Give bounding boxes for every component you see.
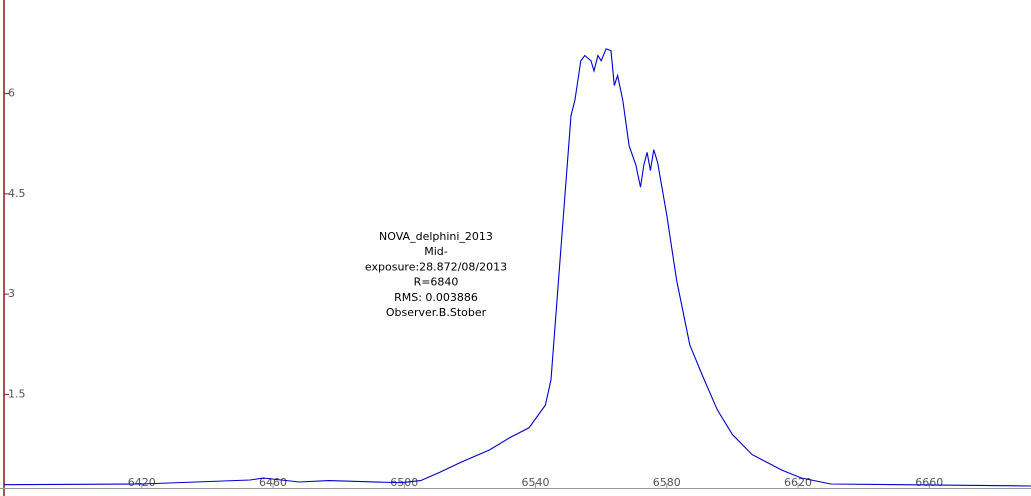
- annotation: Mid-: [424, 245, 448, 258]
- annotation: exposure:28.872/08/2013: [365, 260, 507, 273]
- x-tick-label: 6540: [522, 476, 550, 489]
- annotation: R=6840: [414, 276, 459, 289]
- annotation: NOVA_delphini_2013: [379, 230, 493, 243]
- y-tick-label: 4.5: [8, 187, 26, 200]
- y-tick-label: 3: [8, 287, 15, 300]
- spectrum-line: [3, 48, 1031, 487]
- x-tick-label: 6460: [259, 476, 287, 489]
- annotation: Observer.B.Stober: [386, 306, 487, 319]
- x-tick-label: 6660: [915, 476, 943, 489]
- y-tick-label: 6: [8, 87, 15, 100]
- x-tick-label: 6620: [784, 476, 812, 489]
- y-tick-label: 1.5: [8, 387, 26, 400]
- x-tick-label: 6580: [653, 476, 681, 489]
- x-tick-label: 6420: [128, 476, 156, 489]
- annotation: RMS: 0.003886: [394, 291, 478, 304]
